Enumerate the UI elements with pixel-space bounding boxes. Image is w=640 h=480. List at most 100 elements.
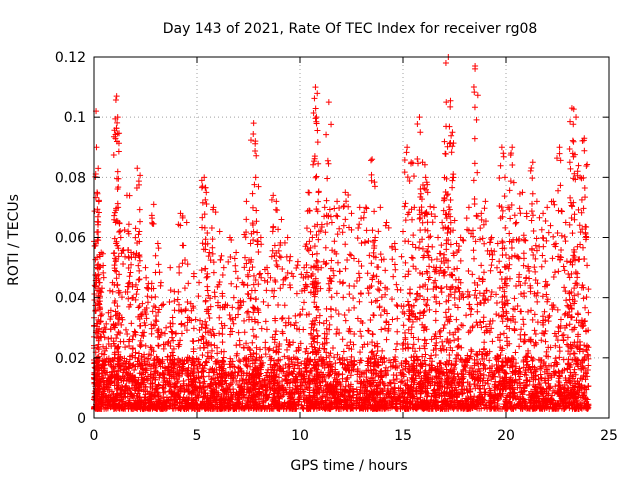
column-point xyxy=(255,281,262,288)
baseline-point xyxy=(159,384,166,391)
column-point xyxy=(235,305,242,312)
column-point xyxy=(405,344,412,351)
column-point xyxy=(290,273,297,280)
column-point xyxy=(210,269,217,276)
column-point xyxy=(92,283,99,290)
column-point xyxy=(263,326,270,333)
column-point xyxy=(126,273,133,280)
column-point xyxy=(218,252,225,259)
baseline-point xyxy=(540,359,547,366)
column-point xyxy=(109,288,116,295)
column-point xyxy=(158,302,165,309)
column-point xyxy=(328,257,335,264)
column-point xyxy=(339,336,346,343)
column-point xyxy=(152,322,159,329)
column-point xyxy=(402,217,409,224)
column-point xyxy=(365,290,372,297)
baseline-point xyxy=(386,357,393,364)
column-point xyxy=(179,242,186,249)
column-point xyxy=(169,314,176,321)
column-point xyxy=(303,345,310,352)
column-point xyxy=(409,255,416,262)
column-point xyxy=(356,221,363,228)
column-point xyxy=(351,304,358,311)
column-point xyxy=(274,207,281,214)
column-point xyxy=(334,259,341,266)
column-point xyxy=(135,178,142,185)
column-point xyxy=(235,329,242,336)
column-point xyxy=(132,349,139,356)
column-point xyxy=(265,302,272,309)
column-point xyxy=(314,139,321,146)
column-point xyxy=(336,278,343,285)
column-point xyxy=(322,229,329,236)
column-point xyxy=(249,339,256,346)
column-point xyxy=(314,127,321,134)
column-point xyxy=(199,352,206,359)
column-point xyxy=(226,311,233,318)
column-point xyxy=(252,148,259,155)
column-point xyxy=(271,242,278,249)
baseline-point xyxy=(237,358,244,365)
baseline-point xyxy=(230,386,237,393)
column-point xyxy=(375,264,382,271)
column-point xyxy=(94,213,101,220)
column-point xyxy=(124,331,131,338)
column-point xyxy=(114,331,121,338)
column-point xyxy=(392,346,399,353)
column-point xyxy=(342,216,349,223)
column-point xyxy=(160,301,167,308)
column-point xyxy=(324,175,331,182)
column-point xyxy=(354,315,361,322)
column-point xyxy=(358,263,365,270)
column-point xyxy=(331,238,338,245)
column-point xyxy=(268,196,275,203)
baseline-point xyxy=(347,372,354,379)
column-point xyxy=(149,308,156,315)
column-point xyxy=(392,246,399,253)
baseline-point xyxy=(283,380,290,387)
column-point xyxy=(143,274,150,281)
column-point xyxy=(95,165,102,172)
column-point xyxy=(292,319,299,326)
column-point xyxy=(115,175,122,182)
column-point xyxy=(382,267,389,274)
column-point xyxy=(247,137,254,144)
column-point xyxy=(122,326,129,333)
column-point xyxy=(95,209,102,216)
column-point xyxy=(100,274,107,281)
column-point xyxy=(135,231,142,238)
column-point xyxy=(255,249,262,256)
column-point xyxy=(377,312,384,319)
column-point xyxy=(342,317,349,324)
column-point xyxy=(371,208,378,215)
column-point xyxy=(373,273,380,280)
column-point xyxy=(136,206,143,213)
column-point xyxy=(101,334,108,341)
column-point xyxy=(227,325,234,332)
column-point xyxy=(132,234,139,241)
column-point xyxy=(286,281,293,288)
column-point xyxy=(391,261,398,268)
column-point xyxy=(293,290,300,297)
column-point xyxy=(376,303,383,310)
column-point xyxy=(344,256,351,263)
column-point xyxy=(301,299,308,306)
column-point xyxy=(342,265,349,272)
column-point xyxy=(241,317,248,324)
column-point xyxy=(133,291,140,298)
column-point xyxy=(405,238,412,245)
column-point xyxy=(201,224,208,231)
column-point xyxy=(204,283,211,290)
baseline-point xyxy=(422,361,429,368)
column-point xyxy=(144,299,151,306)
column-point xyxy=(335,311,342,318)
column-point xyxy=(190,325,197,332)
column-point xyxy=(254,229,261,236)
column-point xyxy=(132,225,139,232)
column-point xyxy=(356,274,363,281)
column-point xyxy=(169,329,176,336)
column-point xyxy=(324,220,331,227)
baseline-point xyxy=(481,356,488,363)
baseline-point xyxy=(160,371,167,378)
